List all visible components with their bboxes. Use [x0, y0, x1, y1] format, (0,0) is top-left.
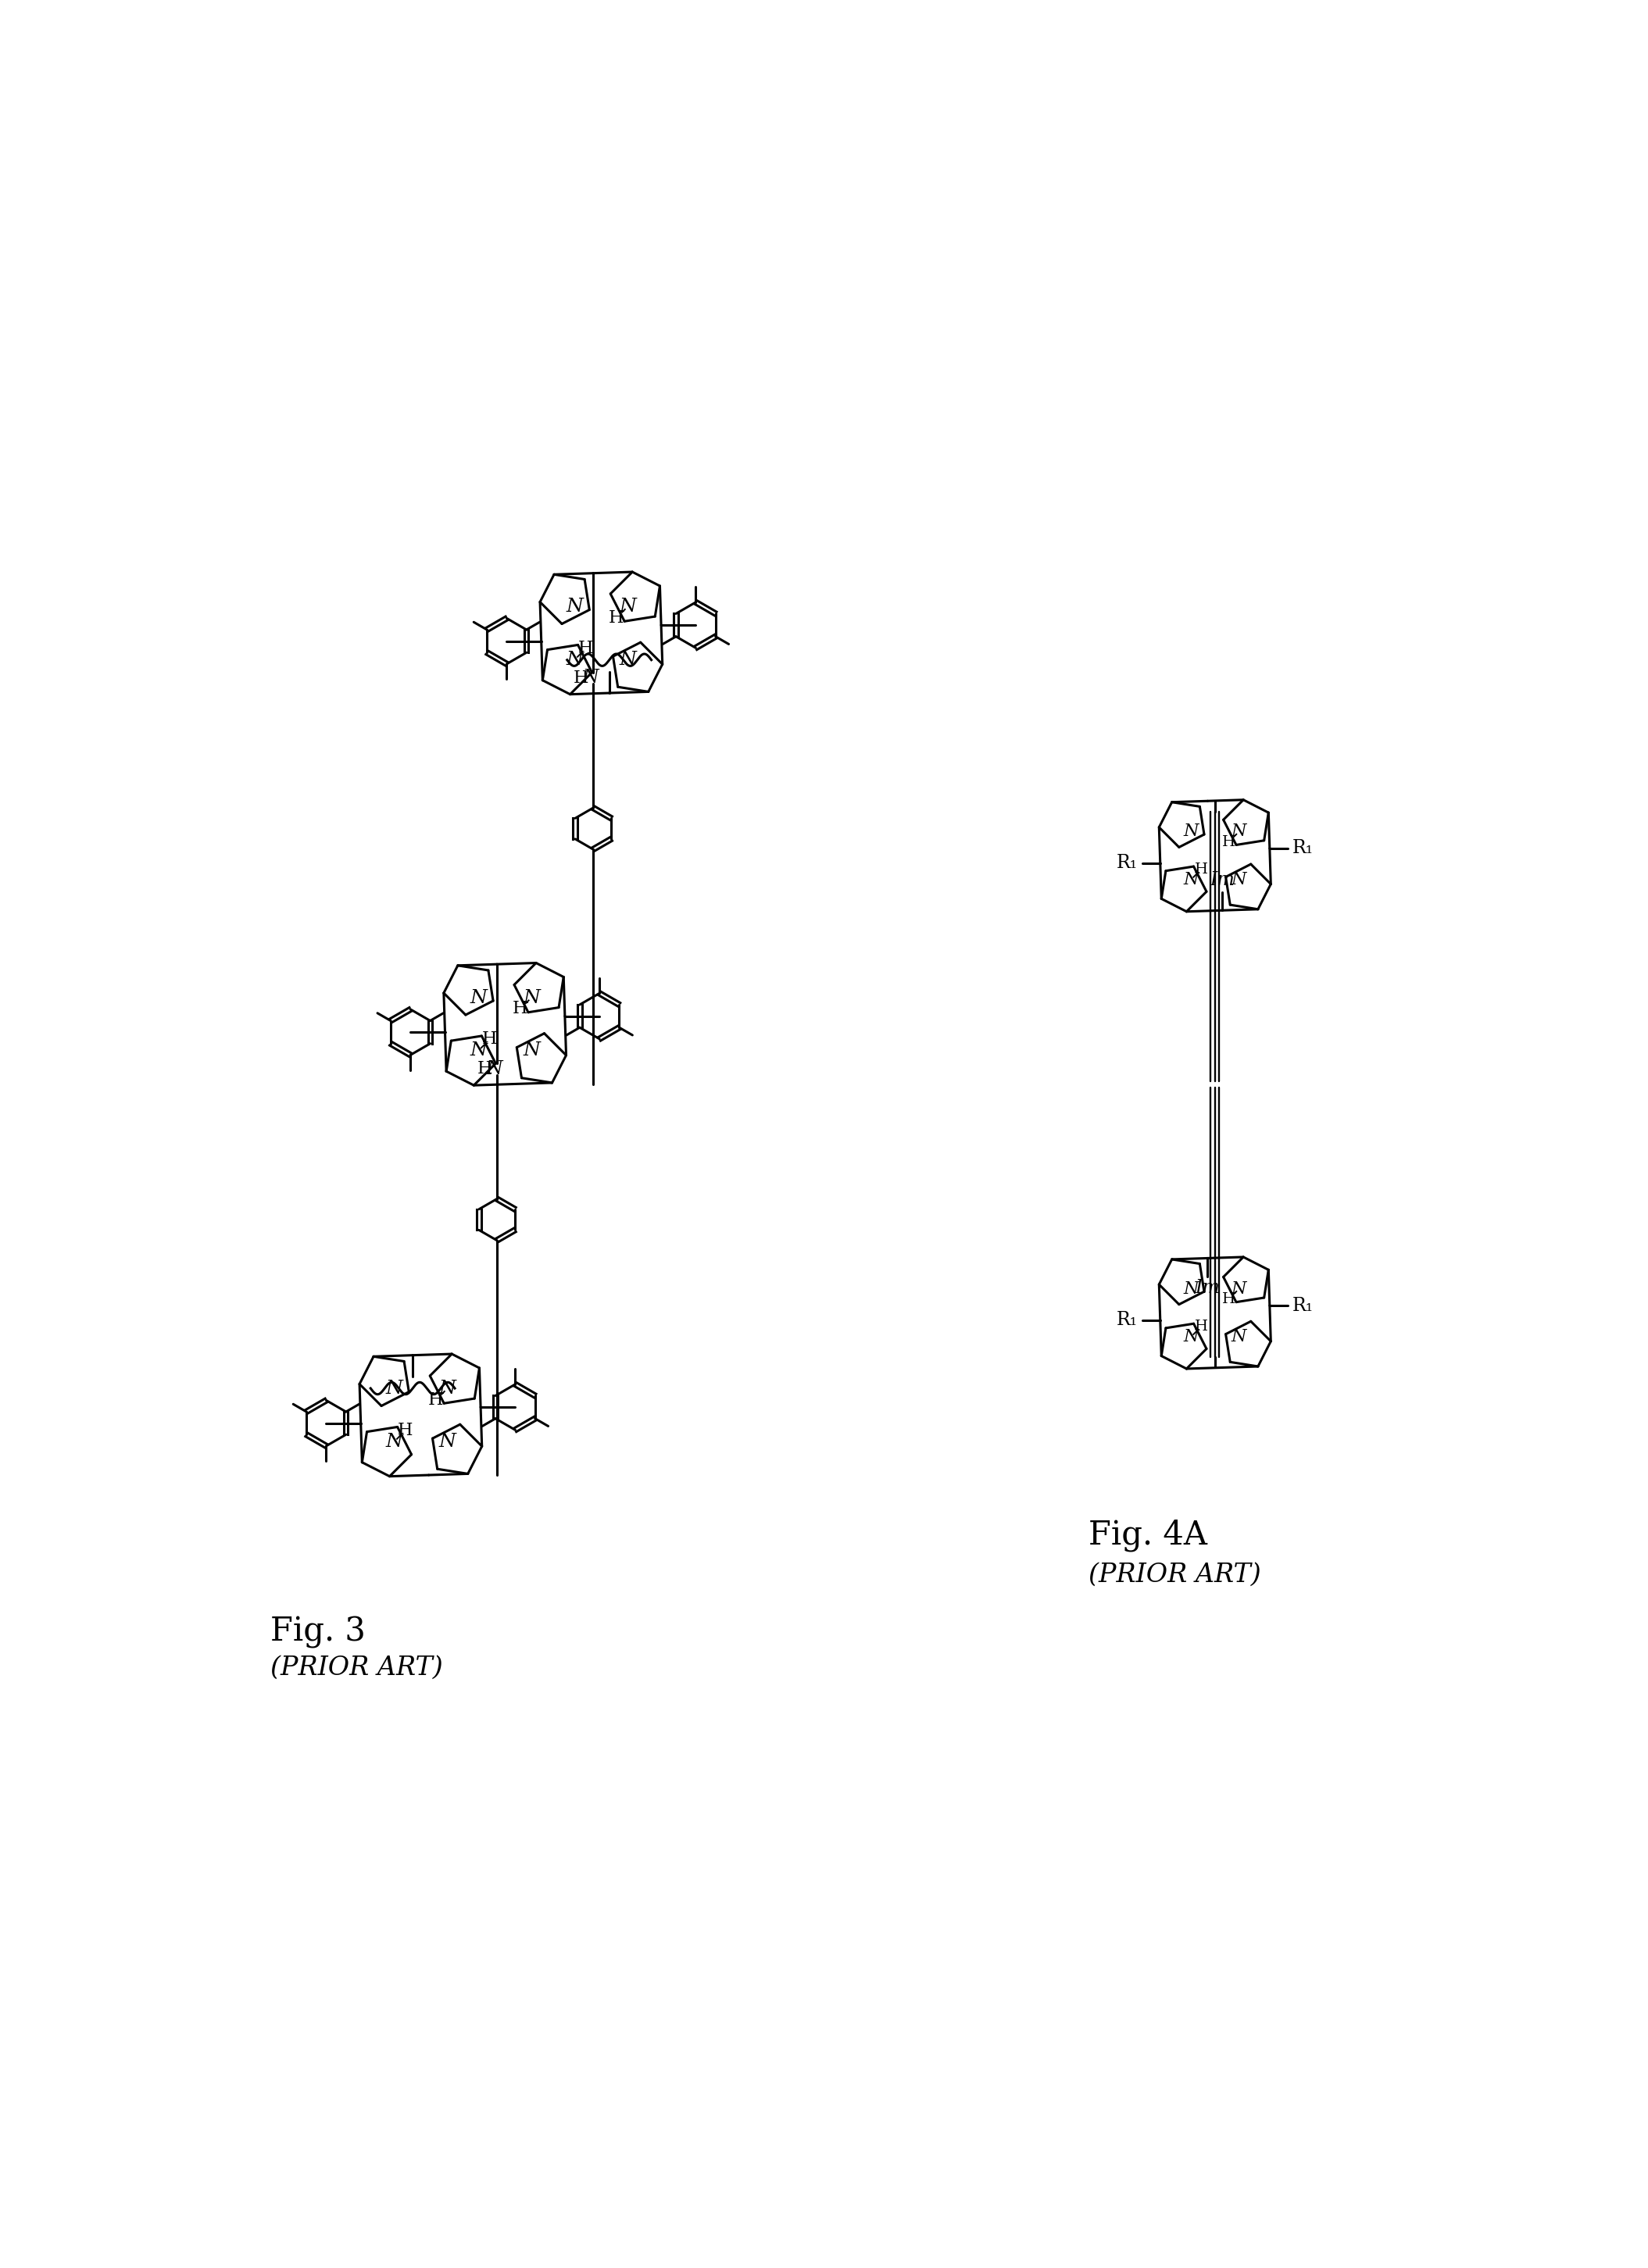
Text: N: N	[1183, 871, 1198, 889]
Text: (PRIOR ART): (PRIOR ART)	[270, 1656, 443, 1681]
Text: R₁: R₁	[1292, 839, 1313, 857]
Text: N: N	[567, 599, 583, 615]
Text: H: H	[1221, 1293, 1236, 1306]
Text: N: N	[1231, 871, 1246, 889]
Text: R₁: R₁	[1117, 1311, 1137, 1329]
Text: H: H	[397, 1422, 414, 1440]
Text: Im: Im	[1195, 1279, 1220, 1297]
Text: N: N	[1183, 823, 1198, 839]
Text: H: H	[481, 1032, 498, 1048]
Text: Fig. 3: Fig. 3	[270, 1615, 366, 1649]
Text: Im: Im	[1210, 871, 1234, 889]
Text: N: N	[470, 1041, 488, 1059]
Text: N: N	[583, 669, 598, 687]
Text: N: N	[1183, 1279, 1198, 1297]
Text: Fig. 4A: Fig. 4A	[1089, 1520, 1208, 1551]
Text: N: N	[522, 989, 541, 1007]
Text: H: H	[1195, 1320, 1208, 1334]
Text: H: H	[574, 669, 588, 687]
Text: N: N	[438, 1433, 456, 1452]
Text: N: N	[567, 651, 583, 669]
Text: N: N	[1183, 1329, 1198, 1345]
Text: N: N	[1231, 1329, 1246, 1345]
Text: N: N	[470, 989, 488, 1007]
Text: N: N	[1231, 823, 1246, 839]
Text: N: N	[386, 1433, 402, 1452]
Text: H: H	[513, 1000, 527, 1018]
Text: N: N	[620, 599, 636, 615]
Text: H: H	[478, 1059, 493, 1077]
Text: R₁: R₁	[1117, 855, 1137, 871]
Text: H: H	[1221, 835, 1236, 848]
Text: N: N	[486, 1059, 503, 1077]
Text: N: N	[1231, 1279, 1246, 1297]
Text: (PRIOR ART): (PRIOR ART)	[1089, 1563, 1261, 1588]
Text: H: H	[428, 1390, 443, 1408]
Text: R₁: R₁	[1292, 1297, 1313, 1315]
Text: N: N	[522, 1041, 541, 1059]
Text: N: N	[386, 1379, 402, 1397]
Text: H: H	[1195, 862, 1208, 875]
Text: H: H	[578, 640, 593, 658]
Text: N: N	[438, 1379, 456, 1397]
Text: H: H	[608, 610, 625, 626]
Text: N: N	[620, 651, 636, 669]
